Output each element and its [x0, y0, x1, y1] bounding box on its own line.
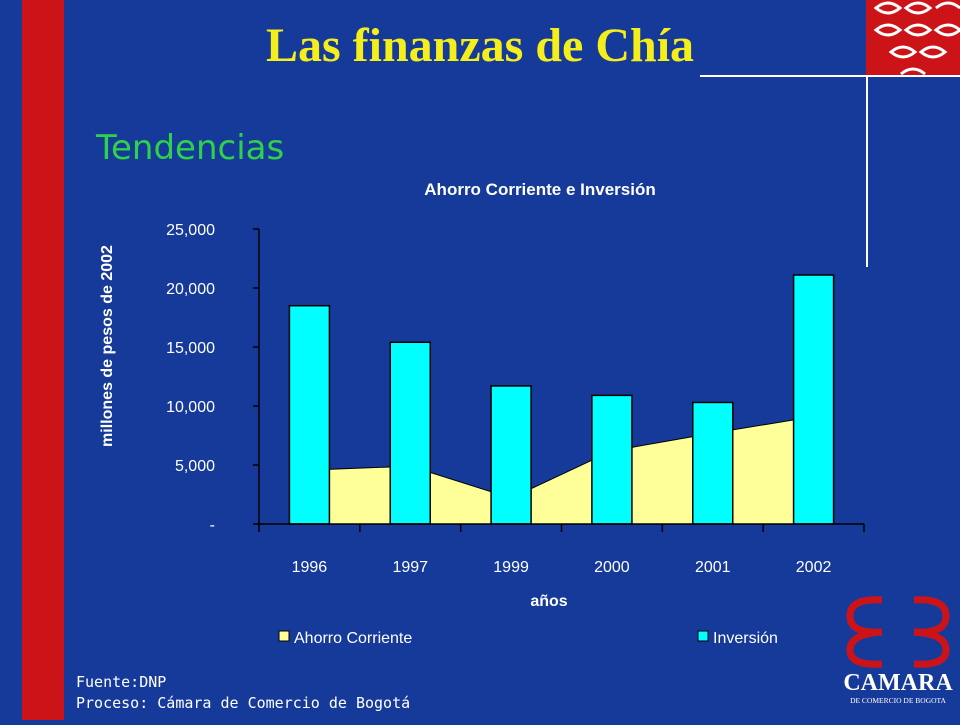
legend-label-inversion: Inversión [713, 630, 778, 647]
legend: Ahorro Corriente Inversión [278, 630, 778, 647]
corner-pattern-logo [866, 0, 960, 75]
legend-swatch-ahorro [278, 630, 290, 642]
x-axis-label: años [530, 593, 567, 610]
y-tick-label: 20,000 [166, 281, 215, 298]
source-proceso: Proceso: Cámara de Comercio de Bogotá [76, 694, 411, 712]
title-rule [700, 75, 960, 77]
x-tick-label: 1999 [493, 559, 529, 576]
x-tick-label: 2002 [796, 559, 832, 576]
x-tick-label: 2000 [594, 559, 630, 576]
x-tick-label: 1997 [392, 559, 428, 576]
legend-swatch-inversion [697, 630, 709, 642]
bar-inversion-1996 [288, 304, 331, 525]
vertical-rule [866, 75, 868, 267]
x-tick-label: 1996 [292, 559, 328, 576]
y-tick-label: - [210, 517, 215, 534]
bar-inversion-1997 [389, 341, 431, 525]
chart-title: Ahorro Corriente e Inversión [424, 180, 656, 199]
bar-inversion-1999 [490, 385, 532, 525]
left-red-bar [22, 0, 64, 720]
logo-name: CAMARA [843, 670, 953, 696]
y-axis-label: millones de pesos de 2002 [99, 245, 116, 447]
x-tick-label: 2001 [695, 559, 731, 576]
source-note: Fuente:DNP Proceso: Cámara de Comercio d… [76, 672, 410, 714]
y-tick-label: 25,000 [166, 222, 215, 239]
page-subtitle: Tendencias [96, 128, 285, 168]
y-tick-label: 5,000 [175, 458, 215, 475]
page-title: Las finanzas de Chía [265, 19, 695, 72]
bar-inversion-2001 [692, 401, 734, 525]
area-ahorro-corriente [288, 416, 815, 525]
source-fuente: Fuente:DNP [76, 673, 167, 691]
legend-label-ahorro: Ahorro Corriente [294, 630, 412, 647]
bar-inversion-2002 [792, 274, 835, 525]
y-tick-label: 15,000 [166, 340, 215, 357]
y-tick-label: 10,000 [166, 399, 215, 416]
logo-tagline: DE COMERCIO DE BOGOTA [850, 696, 946, 705]
bar-inversion-2000 [591, 394, 633, 525]
camara-logo: CAMARA DE COMERCIO DE BOGOTA [836, 590, 960, 720]
